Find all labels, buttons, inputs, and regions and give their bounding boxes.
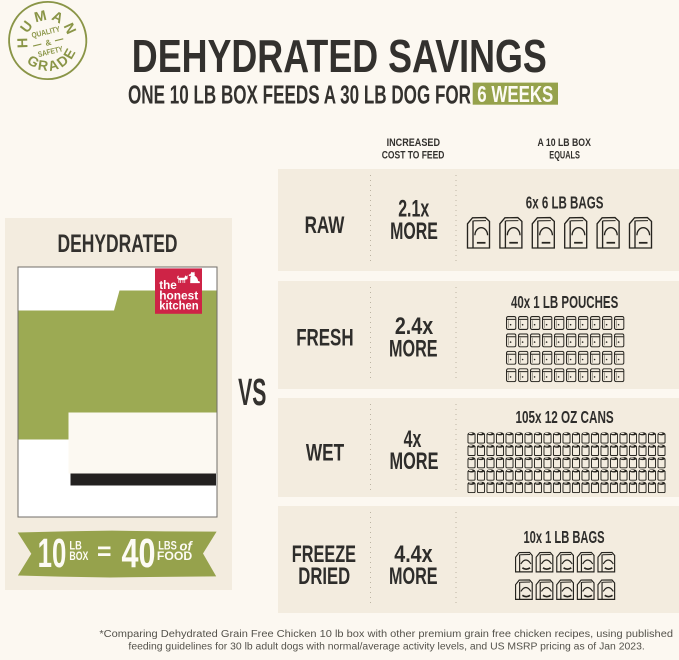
- svg-text:kitchen: kitchen: [159, 299, 199, 313]
- svg-text:=: =: [97, 538, 112, 566]
- svg-text:4x: 4x: [404, 426, 422, 453]
- svg-text:40x 1 LB POUCHES: 40x 1 LB POUCHES: [511, 292, 618, 312]
- svg-text:10x 1 LB BAGS: 10x 1 LB BAGS: [523, 527, 604, 547]
- svg-text:MORE: MORE: [389, 336, 438, 363]
- svg-text:4.4x: 4.4x: [394, 541, 433, 568]
- svg-text:MORE: MORE: [389, 563, 438, 590]
- svg-text:VS: VS: [238, 371, 266, 414]
- svg-text:FRESH: FRESH: [296, 325, 353, 352]
- svg-text:&: &: [44, 38, 52, 48]
- svg-text:ONE 10 LB BOX FEEDS A 30 LB DO: ONE 10 LB BOX FEEDS A 30 LB DOG FOR: [128, 82, 471, 110]
- svg-text:2.1x: 2.1x: [398, 196, 429, 223]
- svg-text:*Comparing Dehydrated Grain Fr: *Comparing Dehydrated Grain Free Chicken…: [99, 629, 673, 640]
- svg-text:2.4x: 2.4x: [395, 313, 434, 340]
- svg-text:INCREASED: INCREASED: [387, 137, 440, 149]
- svg-text:COST TO FEED: COST TO FEED: [382, 150, 445, 162]
- svg-text:DEHYDRATED SAVINGS: DEHYDRATED SAVINGS: [132, 30, 547, 82]
- svg-text:MORE: MORE: [390, 218, 438, 245]
- svg-text:LB: LB: [69, 538, 81, 552]
- svg-text:WET: WET: [306, 440, 344, 467]
- svg-text:105x 12 OZ CANS: 105x 12 OZ CANS: [516, 407, 614, 427]
- svg-text:6 WEEKS: 6 WEEKS: [477, 81, 553, 107]
- svg-text:FOOD: FOOD: [157, 549, 192, 563]
- svg-text:6x 6 LB BAGS: 6x 6 LB BAGS: [526, 193, 604, 213]
- svg-text:BOX: BOX: [69, 549, 89, 563]
- svg-text:the: the: [159, 278, 177, 292]
- svg-text:LBS: LBS: [158, 538, 177, 552]
- svg-text:DEHYDRATED: DEHYDRATED: [58, 230, 178, 258]
- svg-text:DRIED: DRIED: [298, 563, 350, 590]
- svg-text:feeding guidelines for 30 lb a: feeding guidelines for 30 lb adult dogs …: [128, 642, 644, 653]
- svg-text:MORE: MORE: [390, 448, 439, 475]
- svg-text:FREEZE: FREEZE: [292, 541, 356, 568]
- svg-text:honest: honest: [159, 288, 198, 302]
- svg-text:40: 40: [122, 530, 156, 576]
- svg-text:10: 10: [38, 530, 67, 576]
- svg-text:RAW: RAW: [305, 212, 345, 239]
- svg-text:EQUALS: EQUALS: [549, 150, 580, 162]
- svg-text:A 10 LB BOX: A 10 LB BOX: [538, 137, 592, 149]
- svg-text:of: of: [180, 539, 194, 554]
